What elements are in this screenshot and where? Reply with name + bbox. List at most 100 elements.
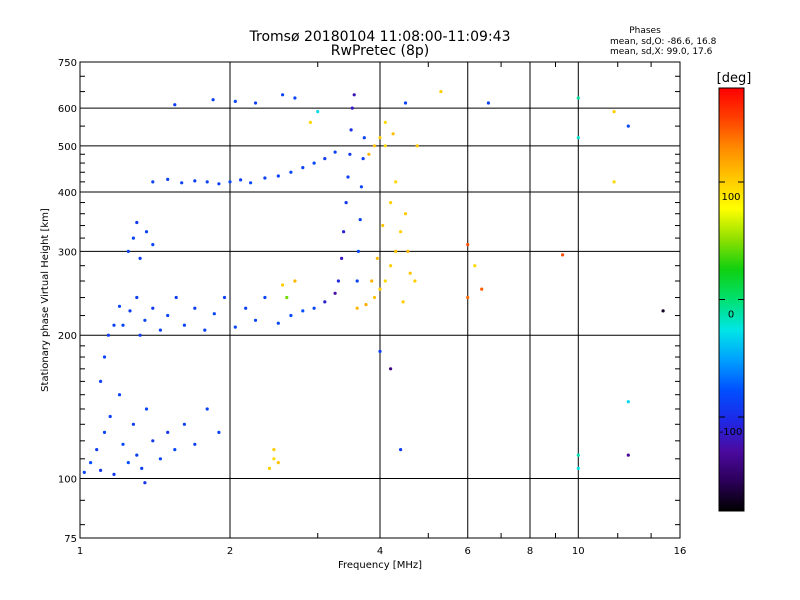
data-point [203, 328, 207, 332]
x-tick-label: 8 [527, 546, 533, 557]
phase-stats-o-mode: mean, sd,O: -86.6, 16.8 [610, 37, 717, 47]
data-point [576, 453, 580, 457]
data-point [82, 470, 86, 474]
data-point [212, 312, 216, 316]
data-point [576, 96, 580, 100]
data-point [217, 182, 221, 186]
data-point [391, 132, 395, 136]
data-point [378, 136, 382, 140]
data-point [316, 110, 320, 114]
x-tick-label: 2 [227, 546, 233, 557]
data-point [131, 422, 135, 426]
data-point [486, 101, 490, 105]
data-point [355, 279, 359, 283]
data-point [182, 323, 186, 327]
data-point [312, 161, 316, 165]
data-point [193, 179, 197, 183]
data-point [612, 180, 616, 184]
y-tick-label: 200 [58, 331, 77, 342]
data-point [253, 101, 258, 105]
data-point [121, 323, 125, 327]
data-point [211, 98, 215, 102]
y-tick-label: 300 [58, 247, 77, 258]
data-point [561, 253, 565, 257]
chart-subtitle: RwPretec (8p) [331, 43, 429, 59]
data-points [82, 90, 665, 485]
data-point [131, 236, 135, 240]
data-point [193, 306, 197, 310]
data-point [389, 264, 393, 268]
data-point [480, 287, 484, 291]
data-point [383, 279, 387, 283]
data-point [217, 430, 221, 434]
data-point [399, 230, 403, 234]
data-point [378, 349, 382, 353]
data-point [289, 313, 293, 318]
data-point [378, 287, 382, 291]
data-point [173, 103, 177, 107]
data-point [253, 318, 258, 322]
data-point [205, 180, 209, 184]
data-point [263, 176, 267, 180]
data-point [144, 230, 149, 234]
data-point [128, 309, 132, 313]
y-tick-label: 500 [58, 142, 77, 153]
data-point [375, 256, 379, 260]
data-point [222, 295, 227, 300]
data-point [408, 271, 412, 275]
data-point [158, 457, 162, 461]
data-point [389, 367, 393, 371]
data-point [143, 318, 147, 322]
colorbar-tick-label: 0 [728, 310, 734, 321]
data-point [126, 249, 130, 253]
data-point [182, 422, 186, 426]
data-point [361, 157, 365, 161]
data-point [466, 243, 470, 247]
data-point [249, 181, 253, 185]
data-point [364, 303, 368, 307]
phase-stats-heading: Phases [629, 26, 661, 36]
data-point [308, 120, 312, 124]
data-point [108, 414, 112, 419]
data-point [99, 468, 103, 472]
data-point [372, 144, 377, 148]
chart-title: Tromsø 20180104 11:08:00-11:09:43 [249, 29, 511, 45]
data-point [352, 93, 356, 97]
data-point [244, 306, 248, 310]
data-point [383, 120, 387, 124]
data-point [415, 144, 419, 148]
data-point [140, 466, 144, 470]
x-tick-label: 1 [77, 546, 83, 557]
data-point [358, 218, 362, 222]
data-point [340, 256, 344, 260]
data-point [612, 110, 616, 114]
data-point [323, 157, 327, 161]
data-point [117, 393, 122, 397]
data-point [626, 124, 630, 128]
data-point [394, 249, 398, 253]
data-point [106, 333, 110, 337]
axis-ticks: 1 2 4 6 8 10 16 75 100 200 300 400 500 600 750 [58, 58, 686, 557]
data-point [381, 223, 385, 228]
data-point [228, 180, 232, 184]
data-point [333, 150, 337, 154]
data-point [117, 304, 122, 308]
y-axis-title: Stationary phase Virtual Height [km] [40, 208, 51, 392]
data-point [349, 128, 353, 132]
colorbar-tick-label: 100 [721, 192, 740, 203]
phase-stats-x-mode: mean, sd,X: 99.0, 17.6 [610, 47, 713, 57]
data-point [135, 453, 139, 457]
data-point [626, 400, 630, 404]
x-tick-label: 6 [465, 546, 471, 557]
data-point [359, 185, 363, 189]
data-point [143, 481, 147, 485]
data-point [362, 136, 366, 140]
data-point [289, 170, 293, 174]
y-tick-label: 100 [58, 475, 77, 486]
colorbar-tick-label: -100 [720, 427, 743, 438]
data-point [333, 291, 337, 295]
data-point [406, 249, 410, 253]
data-point [180, 181, 184, 185]
grid-lines [79, 61, 681, 539]
data-point [576, 136, 580, 140]
